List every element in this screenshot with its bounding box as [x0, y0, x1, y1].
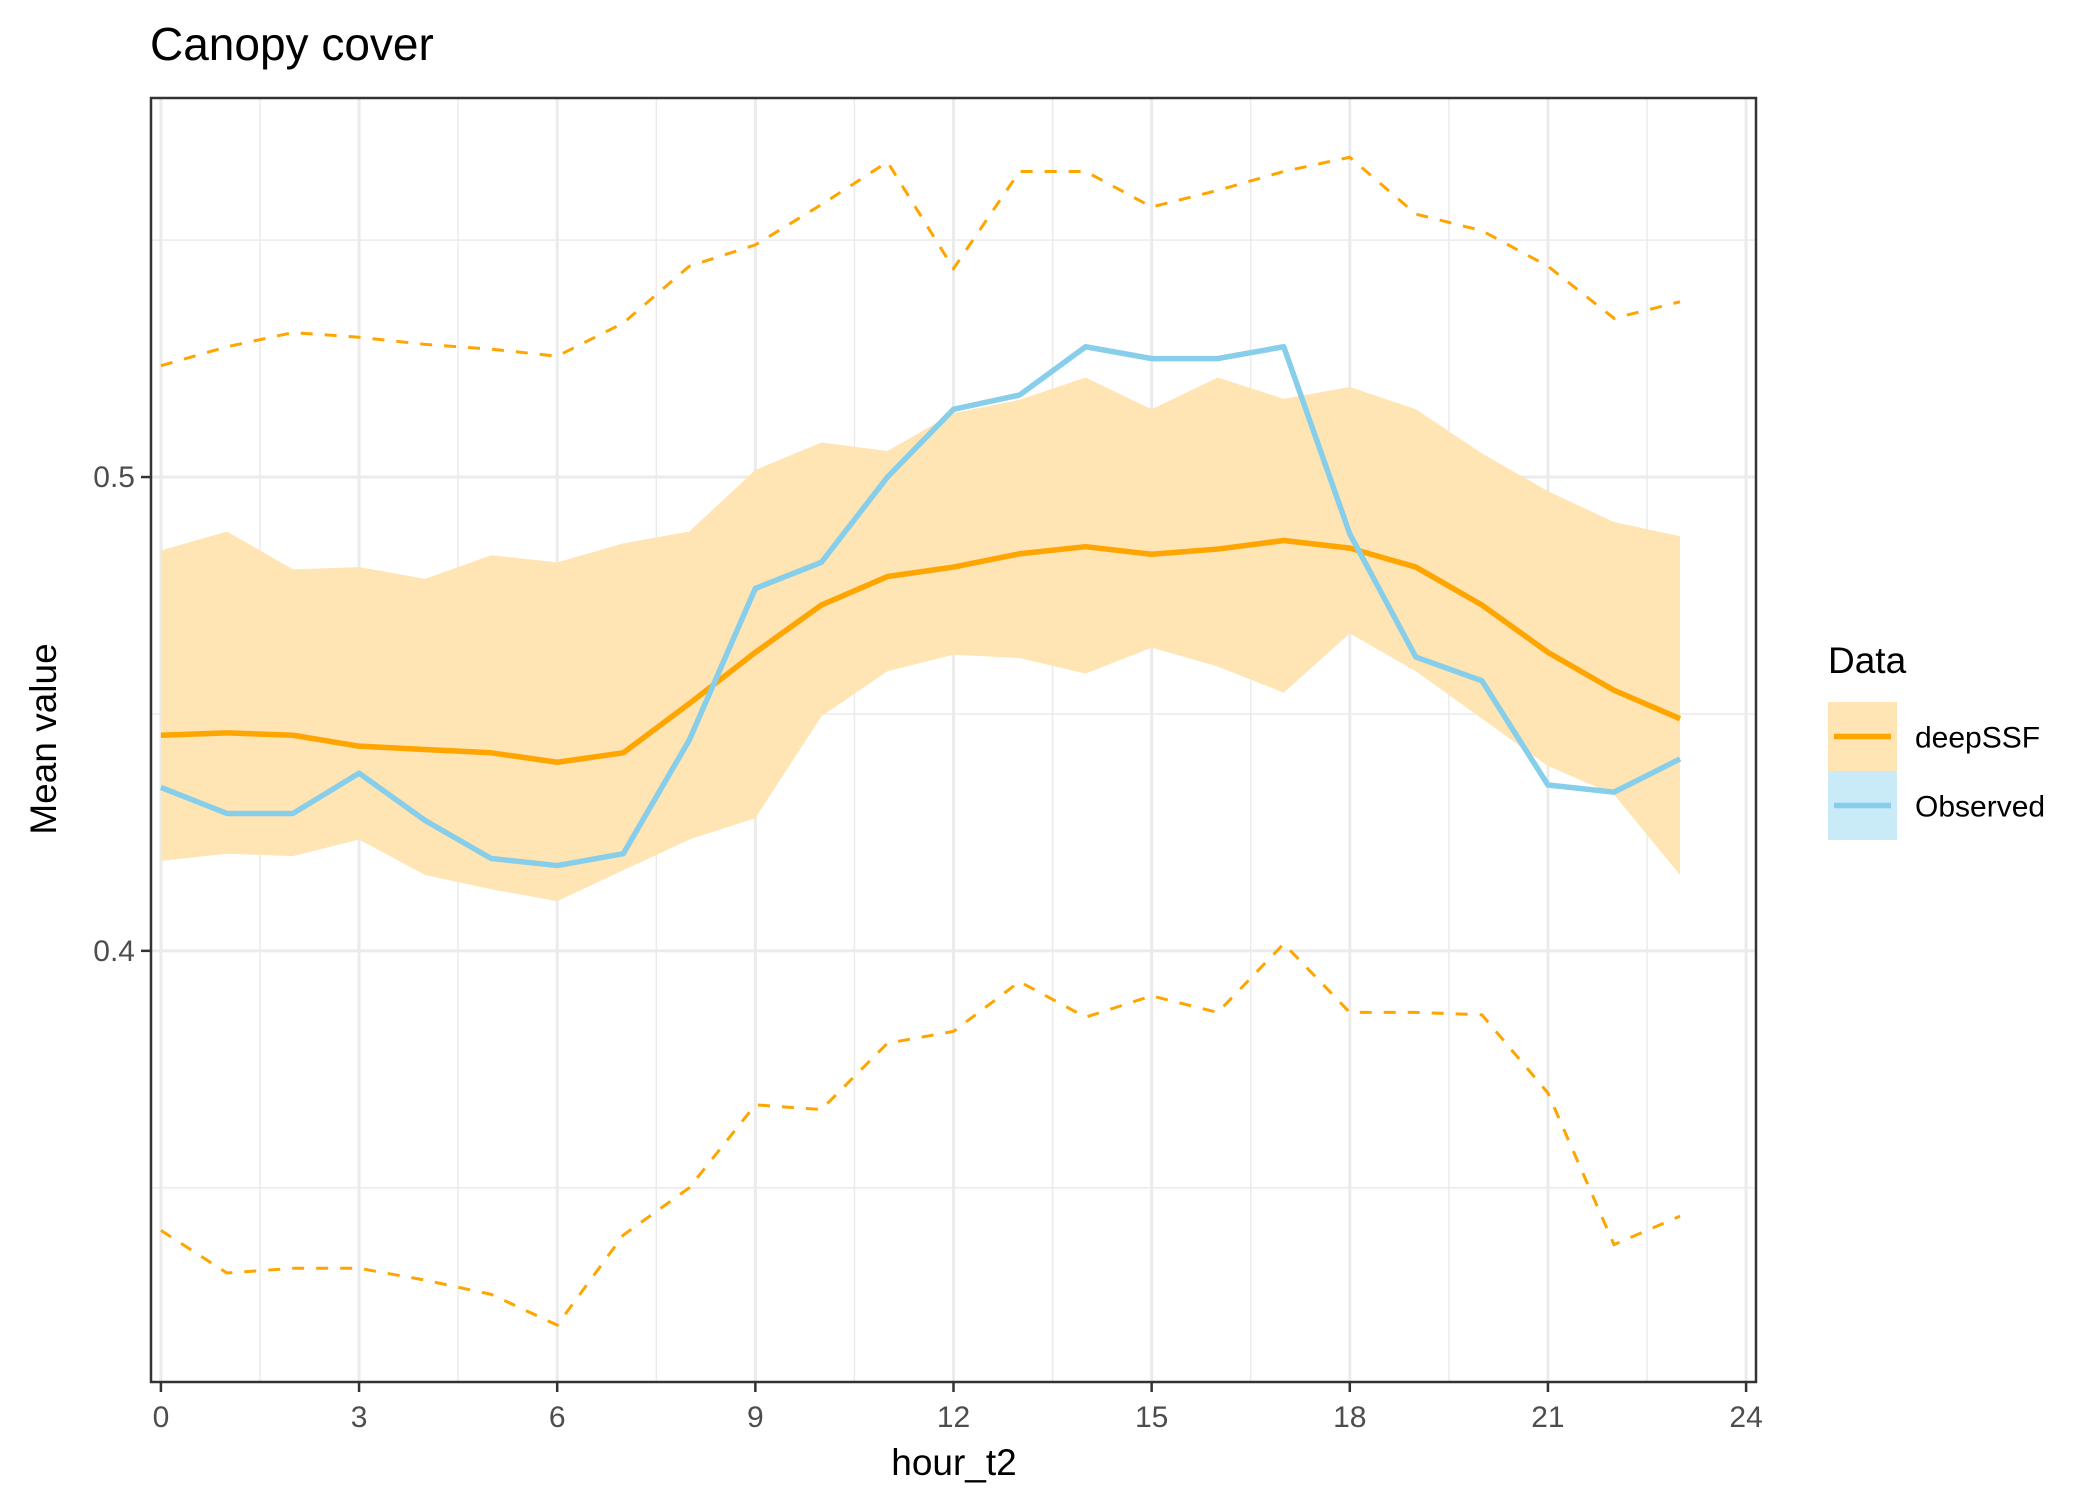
legend-label-deepssf: deepSSF — [1915, 722, 2040, 755]
dashed-lower-bound — [160, 941, 1681, 1328]
x-tick-label: 18 — [1333, 1401, 1366, 1434]
legend-label-observed: Observed — [1915, 791, 2045, 824]
x-tick-label: 21 — [1531, 1401, 1564, 1434]
chart-title: Canopy cover — [150, 18, 434, 70]
series-line-observed — [159, 343, 1682, 869]
dashed-upper-bound — [160, 155, 1681, 368]
legend-entries: deepSSF Observed — [1828, 702, 2045, 840]
y-tick-label: 0.5 — [93, 461, 135, 494]
x-tick-label: 9 — [747, 1401, 764, 1434]
x-tick-label: 3 — [351, 1401, 368, 1434]
plot-panel — [149, 96, 1758, 1384]
x-tick-label: 24 — [1729, 1401, 1762, 1434]
x-tick-label: 0 — [153, 1401, 170, 1434]
x-axis-title: hour_t2 — [891, 1442, 1017, 1483]
legend: Data deepSSF Observed — [1828, 640, 2045, 840]
legend-title: Data — [1828, 640, 1907, 681]
axes: 0 3 6 9 12 15 18 21 24 0.4 0.5 — [93, 461, 1762, 1434]
x-tick-label: 15 — [1135, 1401, 1168, 1434]
y-tick-label: 0.4 — [93, 935, 135, 968]
x-tick-label: 12 — [937, 1401, 970, 1434]
series-line-deepssf — [160, 537, 1682, 766]
ribbon-deepssf — [160, 377, 1681, 902]
y-axis-title: Mean value — [23, 643, 64, 834]
x-tick-label: 6 — [549, 1401, 566, 1434]
